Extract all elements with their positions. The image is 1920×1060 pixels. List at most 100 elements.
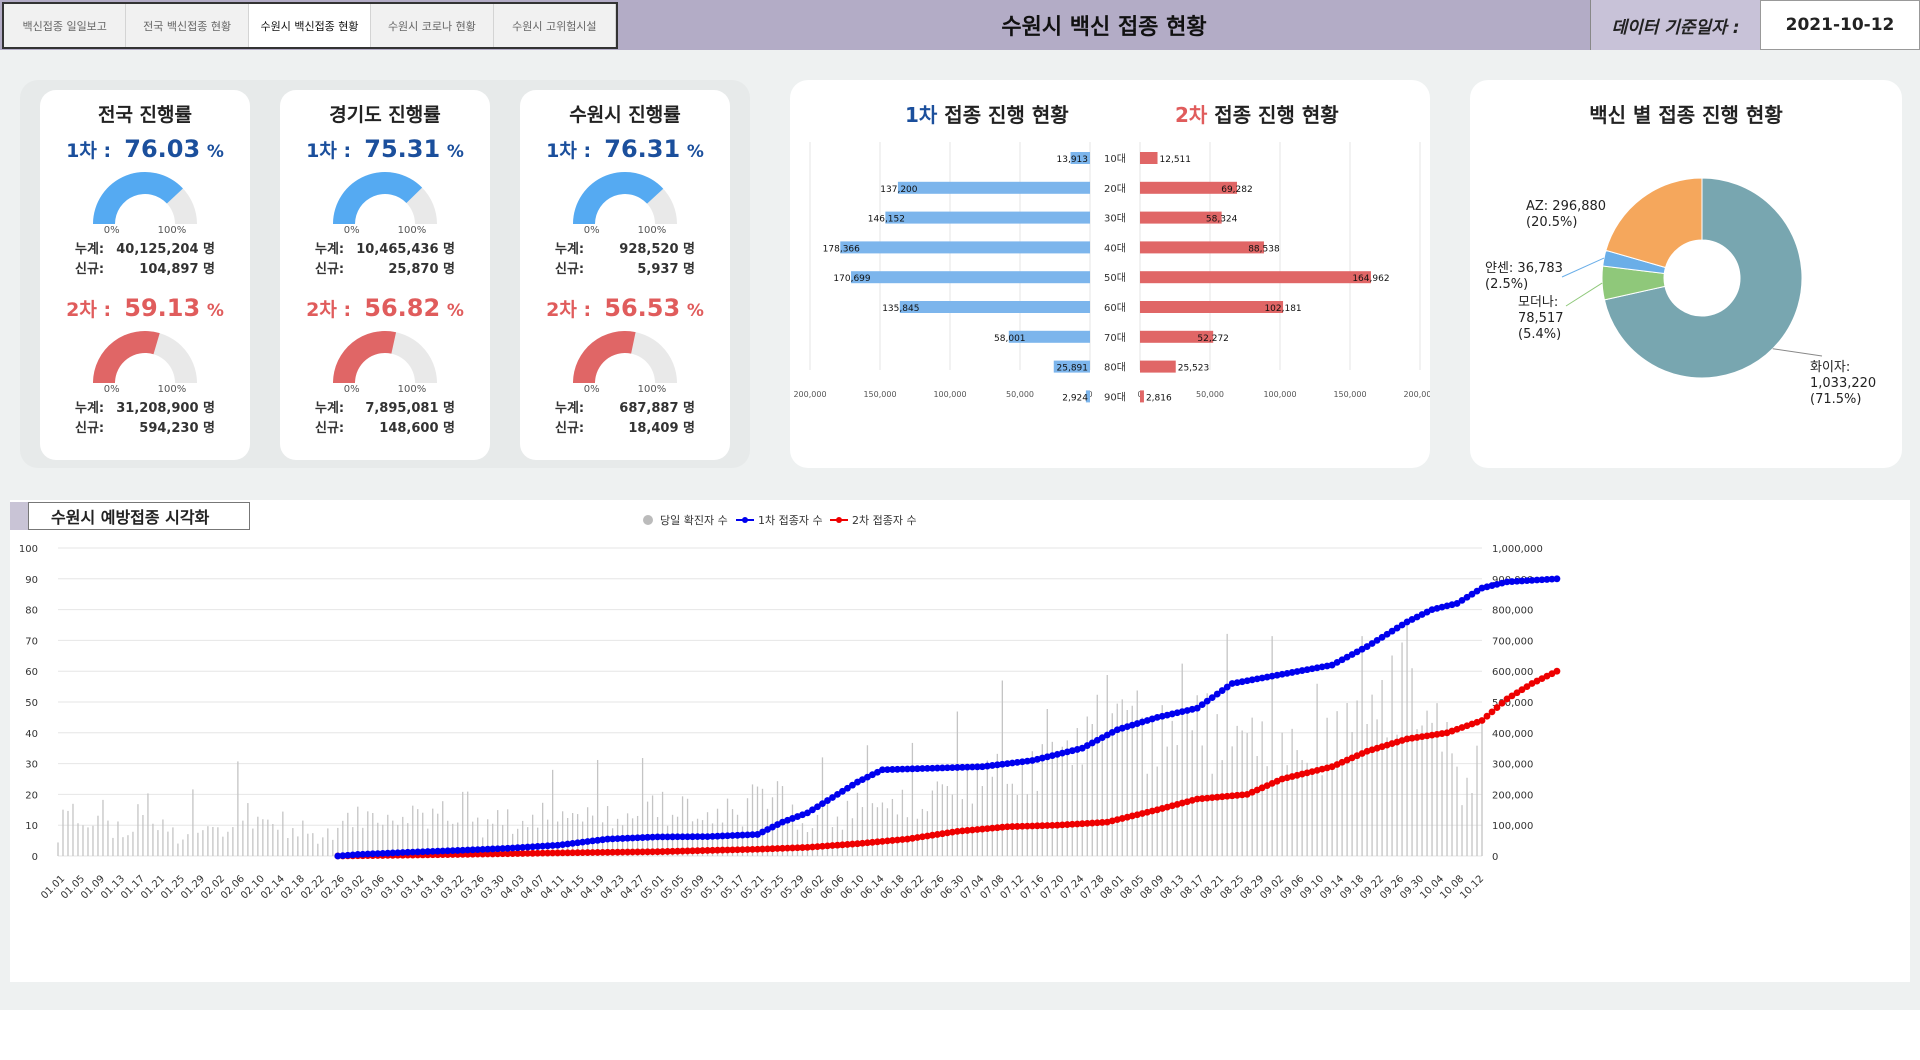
first-dose-series-point	[639, 834, 646, 841]
second-dose-value: 2,816	[1146, 393, 1172, 403]
first-dose-series-point	[953, 764, 961, 771]
first-dose-series-point	[1378, 633, 1386, 641]
tab-suwon-corona[interactable]: 수원시 코로나 현황	[371, 4, 494, 47]
tab-national-vaccination[interactable]: 전국 백신접종 현황	[126, 4, 249, 47]
gauge-fill	[573, 331, 636, 383]
first-dose-value: 13,913	[1057, 155, 1089, 165]
first-dose-series-point	[579, 838, 587, 846]
pct-unit: %	[206, 301, 224, 321]
first-dose-series-point	[729, 832, 736, 839]
second-dose-series-point	[609, 848, 617, 856]
new-label: 신규:	[555, 421, 585, 436]
first-dose-series-point	[1473, 587, 1481, 595]
first-dose-series-point	[384, 849, 392, 857]
first-dose-series-point	[369, 850, 377, 858]
first-dose-series-point	[1463, 593, 1471, 601]
second-dose-series-point	[1423, 732, 1431, 740]
second-dose-series-point	[699, 847, 706, 854]
leader-line	[1772, 348, 1823, 357]
second-dose-series-point	[519, 850, 527, 857]
first-dose-gauge	[333, 172, 437, 224]
second-dose-rate: 2차 : 56.53 %	[520, 294, 730, 322]
first-dose-value: 146,152	[868, 215, 905, 225]
first-dose-series-point	[374, 850, 382, 857]
second-dose-series-point	[624, 848, 631, 856]
second-dose-bar	[1140, 330, 1214, 343]
tab-suwon-vaccination[interactable]: 수원시 백신접종 현황	[248, 4, 372, 47]
first-dose-value: 76.03	[124, 135, 201, 163]
first-dose-series-point	[614, 835, 622, 843]
second-new-value: 18,409 명	[628, 421, 695, 436]
second-dose-label: 2차 :	[546, 299, 592, 321]
first-dose-series-point	[679, 833, 686, 841]
first-dose-label: 1차 :	[66, 140, 112, 162]
second-dose-value: 164,962	[1352, 274, 1389, 284]
second-dose-series-point	[659, 848, 666, 855]
card-title: 전국 진행률	[97, 104, 192, 126]
donut-slice-AZ	[1605, 177, 1703, 269]
gauge-min-label: 0%	[583, 384, 600, 395]
donut-label: 화이자:	[1810, 360, 1850, 375]
second-dose-series-point	[1223, 792, 1231, 800]
second-dose-value: 88,538	[1248, 244, 1280, 254]
first-dose-bar	[897, 181, 1090, 194]
first-dose-series-point	[509, 844, 517, 852]
total-label: 누계:	[75, 401, 105, 416]
first-dose-series-point	[634, 834, 641, 842]
second-dose-series-point	[918, 833, 926, 841]
first-dose-series-point	[499, 845, 507, 852]
second-dose-series-point	[1428, 731, 1436, 739]
second-dose-series-point	[839, 841, 846, 849]
second-dose-series-point	[1093, 819, 1101, 827]
second-dose-series-point	[749, 845, 756, 853]
new-label: 신규:	[75, 421, 105, 436]
second-dose-series-point	[854, 840, 861, 848]
donut-title: 백신 별 접종 진행 현황	[1589, 103, 1783, 127]
second-dose-bar	[1140, 181, 1237, 194]
first-dose-series-point	[674, 833, 681, 841]
second-dose-series-point	[1013, 823, 1021, 830]
second-dose-series-point	[1433, 730, 1441, 738]
second-dose-series-point	[849, 840, 856, 848]
progress-card: 경기도 진행률 1차 : 75.31 % 0% 100% 누계: 10,465,43…	[280, 90, 490, 460]
second-dose-chart-title: 2차 접종 진행 현황	[1175, 103, 1339, 127]
first-dose-series-point	[624, 834, 631, 842]
first-dose-series-point	[943, 764, 951, 772]
second-dose-series-point	[724, 846, 731, 854]
second-dose-value: 59.13	[124, 294, 201, 322]
first-dose-series-point	[559, 841, 567, 849]
first-dose-series-point	[439, 847, 447, 855]
second-dose-series-point	[509, 850, 517, 858]
first-dose-series-point	[339, 852, 347, 860]
pct-unit: %	[686, 301, 704, 321]
first-dose-series-point	[524, 843, 532, 851]
first-dose-series-point	[1358, 645, 1366, 653]
second-new-value: 148,600 명	[379, 421, 455, 436]
x-tick-label: 200,000	[793, 390, 826, 399]
first-dose-series-point	[504, 844, 512, 852]
first-dose-series-point	[889, 766, 896, 773]
second-dose-series-point	[779, 844, 786, 852]
second-dose-series-point	[968, 826, 976, 834]
first-dose-series-point	[709, 832, 716, 840]
first-dose-series-point	[594, 836, 602, 844]
tab-bar: 백신접종 일일보고 전국 백신접종 현황 수원시 백신접종 현황 수원시 코로나…	[2, 2, 618, 49]
first-dose-series-point	[814, 803, 821, 811]
first-dose-series-point	[1353, 648, 1361, 656]
second-dose-series-point	[819, 842, 826, 850]
first-dose-series-point	[654, 833, 661, 841]
first-dose-series-point	[1008, 759, 1016, 767]
first-dose-series-point	[409, 848, 417, 856]
tab-suwon-high-risk[interactable]: 수원시 고위험시설	[494, 4, 617, 47]
second-dose-series-point	[1198, 795, 1206, 802]
tab-daily-report[interactable]: 백신접종 일일보고	[4, 4, 127, 47]
date-value[interactable]: 2021-10-12	[1760, 0, 1920, 50]
first-dose-series-point	[1078, 744, 1086, 752]
second-dose-bar	[1140, 301, 1284, 313]
first-dose-series-point	[554, 841, 562, 849]
first-dose-series-point	[669, 833, 676, 841]
second-dose-series-point	[784, 844, 791, 852]
first-dose-series-point	[1508, 578, 1516, 585]
y-right-tick: 300,000	[1492, 760, 1533, 771]
